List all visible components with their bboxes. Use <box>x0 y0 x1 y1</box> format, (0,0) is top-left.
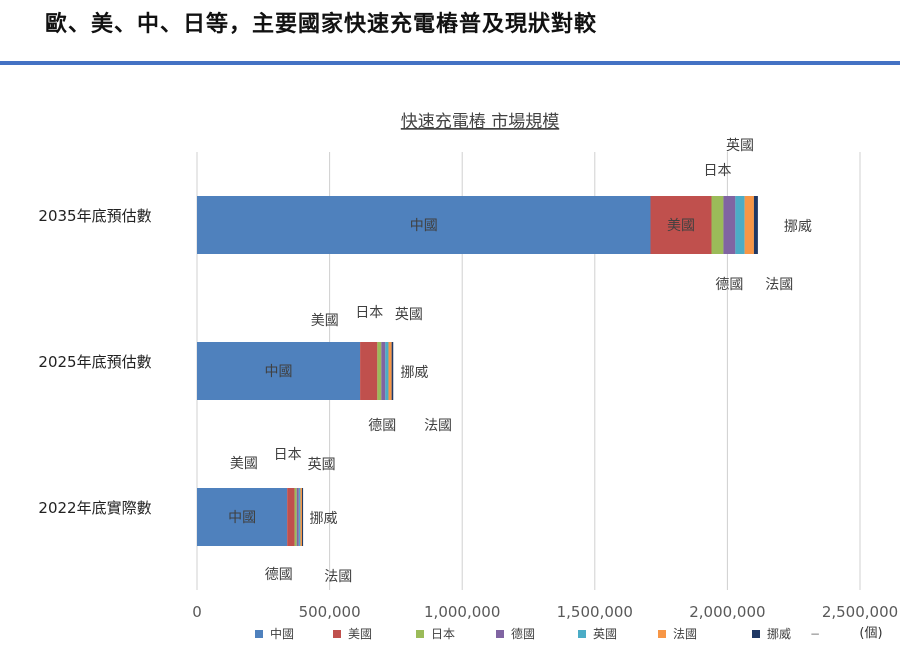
bar-segment <box>723 196 736 254</box>
segment-label: 英國 <box>726 137 754 154</box>
segment-label: 德國 <box>265 567 293 583</box>
chart-title: 快速充電樁 市場規模 <box>401 112 559 132</box>
legend-swatch <box>255 630 263 638</box>
segment-label: 英國 <box>308 456 336 473</box>
segment-label: 中國 <box>410 218 438 234</box>
bar-segment <box>197 196 651 254</box>
x-tick-label: 2,500,000 <box>822 603 898 621</box>
bar-segment <box>753 196 758 254</box>
bar-segment <box>360 342 378 400</box>
segment-label: 美國 <box>667 218 695 234</box>
x-tick-label: 0 <box>192 603 202 621</box>
bar-segment <box>381 342 386 400</box>
bar-segment <box>711 196 724 254</box>
y-category-label: 2022年底實際數 <box>38 499 151 517</box>
legend-swatch <box>496 630 504 638</box>
segment-label: 日本 <box>274 447 302 463</box>
x-tick-label: 500,000 <box>299 603 361 621</box>
segment-label: 德國 <box>715 277 743 293</box>
legend-label: 法國 <box>673 627 697 641</box>
bar-segment <box>296 488 299 546</box>
bar-segment <box>650 196 712 254</box>
segment-label: 法國 <box>324 569 352 585</box>
segment-label: 挪威 <box>784 219 812 235</box>
legend-label: 德國 <box>511 626 535 641</box>
legend-label: 美國 <box>348 627 372 641</box>
legend-swatch <box>416 630 424 638</box>
segment-label: 法國 <box>424 418 452 434</box>
bar-segment <box>197 342 361 400</box>
bar-segment <box>300 488 303 546</box>
y-category-label: 2025年底預估數 <box>38 353 151 371</box>
legend-swatch <box>578 630 586 638</box>
bar-segment <box>294 488 297 546</box>
bar-segment <box>744 196 754 254</box>
page-title: 歐、美、中、日等，主要國家快速充電樁普及現狀對較 <box>45 12 598 37</box>
segment-label: 法國 <box>765 277 793 293</box>
legend-extra: − <box>810 627 820 641</box>
legend-label: 挪威 <box>767 627 791 641</box>
bar-segment <box>197 488 288 546</box>
bar-segment <box>385 342 389 400</box>
segment-label: 中國 <box>265 364 293 380</box>
bar-segment <box>388 342 392 400</box>
y-category-label: 2035年底預估數 <box>38 207 151 225</box>
legend-swatch <box>658 630 666 638</box>
bar-segment <box>377 342 382 400</box>
segment-label: 日本 <box>703 163 731 179</box>
title-divider <box>0 61 900 65</box>
segment-label: 英國 <box>395 306 423 323</box>
x-tick-label: 1,500,000 <box>557 603 633 621</box>
bar-segment <box>302 488 304 546</box>
segment-label: 中國 <box>228 510 256 526</box>
bar-segment <box>287 488 295 546</box>
x-axis-unit: (個) <box>859 626 882 641</box>
segment-label: 日本 <box>355 305 383 321</box>
x-tick-label: 1,000,000 <box>424 603 500 621</box>
segment-label: 挪威 <box>400 365 428 381</box>
legend-label: 英國 <box>593 627 617 641</box>
x-tick-label: 2,000,000 <box>689 603 765 621</box>
legend-swatch <box>752 630 760 638</box>
legend-swatch <box>333 630 341 638</box>
bar-segment <box>735 196 745 254</box>
legend-label: 中國 <box>270 626 294 641</box>
segment-label: 美國 <box>311 313 339 329</box>
segment-label: 美國 <box>230 456 258 472</box>
segment-label: 挪威 <box>310 511 338 527</box>
segment-label: 德國 <box>368 418 396 434</box>
bar-segment <box>298 488 301 546</box>
bar-segment <box>391 342 394 400</box>
legend-label: 日本 <box>431 627 455 641</box>
